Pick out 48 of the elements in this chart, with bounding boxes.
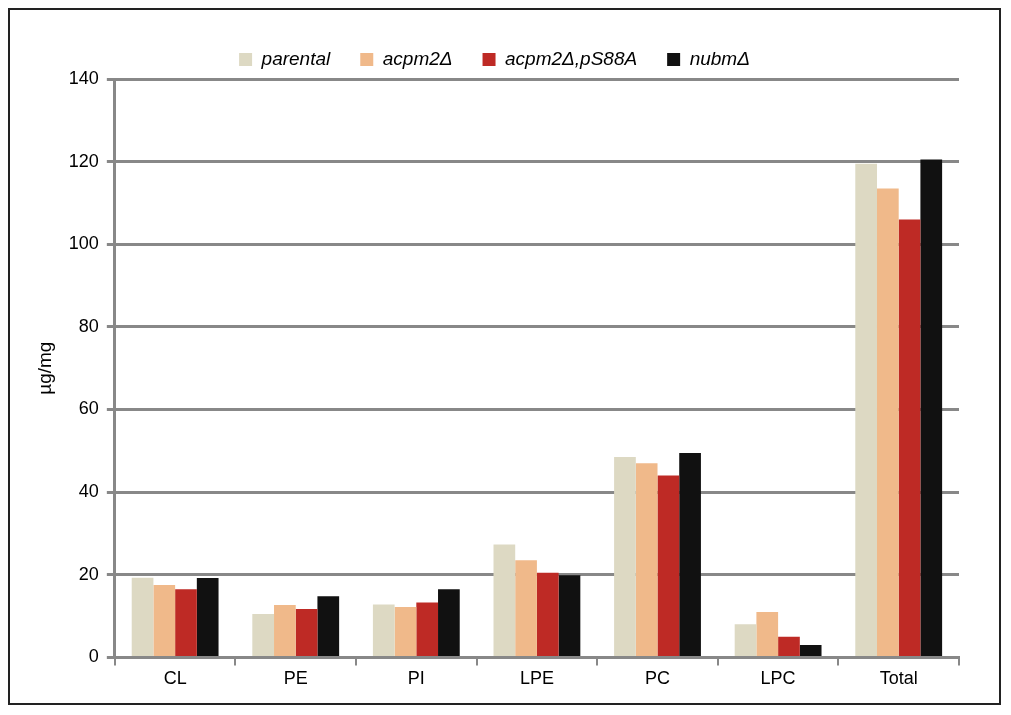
bar — [614, 457, 636, 656]
legend-label: parental — [260, 47, 332, 69]
bar — [394, 607, 417, 656]
bar — [416, 602, 439, 656]
bar — [734, 624, 757, 656]
bar — [898, 219, 921, 656]
bar — [536, 572, 559, 656]
x-tick-label: PC — [645, 668, 671, 689]
y-tick-label: 40 — [78, 481, 99, 502]
bar — [372, 604, 395, 656]
bar — [515, 560, 537, 656]
bar — [153, 585, 176, 656]
y-tick-label: 120 — [68, 150, 99, 171]
x-tick-label: LPC — [760, 668, 796, 689]
bar — [679, 452, 701, 656]
x-tick-label: PI — [407, 668, 425, 689]
x-tick-label: Total — [879, 668, 918, 689]
bar — [274, 604, 296, 656]
bar — [317, 596, 340, 656]
legend-label: acpm2Δ — [382, 47, 453, 69]
bar — [778, 636, 800, 656]
bar — [196, 578, 219, 656]
y-tick-label: 140 — [68, 67, 99, 88]
bar — [438, 589, 460, 656]
bar — [756, 611, 779, 656]
bar — [635, 463, 658, 656]
x-tick-label: PE — [283, 668, 308, 689]
bar — [175, 589, 197, 656]
legend-label: nubmΔ — [689, 47, 750, 69]
bar — [252, 614, 275, 656]
bar — [877, 188, 899, 656]
bar — [920, 159, 943, 656]
bar — [855, 163, 877, 656]
y-tick-label: 0 — [88, 646, 99, 667]
x-tick-label: CL — [163, 668, 187, 689]
bar — [657, 475, 680, 656]
y-tick-label: 20 — [78, 563, 99, 584]
y-tick-label: 100 — [68, 233, 99, 254]
y-axis-title: µg/mg — [33, 341, 55, 395]
bar — [295, 609, 318, 656]
bar — [131, 577, 154, 656]
y-tick-label: 80 — [78, 315, 99, 336]
x-tick-label: LPE — [519, 668, 554, 689]
y-tick-label: 60 — [78, 398, 99, 419]
bar — [493, 544, 516, 656]
bar — [558, 575, 581, 656]
bar — [799, 645, 822, 656]
legend-label: acpm2Δ,pS88A — [505, 47, 638, 69]
